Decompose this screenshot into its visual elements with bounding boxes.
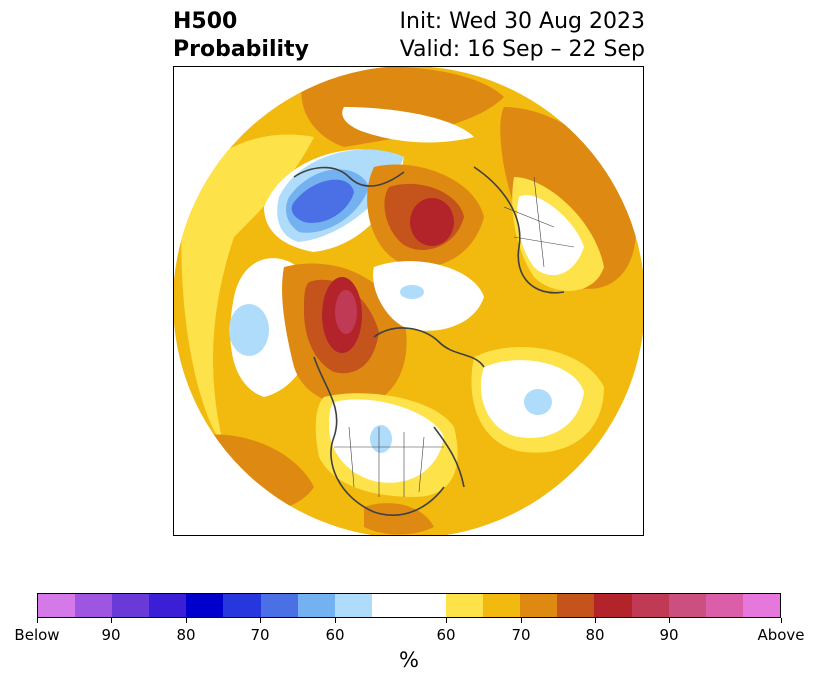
colorbar-tick — [37, 618, 38, 623]
map-title: H500 Probability — [173, 8, 309, 64]
political-borders — [334, 176, 575, 497]
neutral-region-europe — [517, 195, 584, 276]
above-region-mexico-orange — [364, 503, 434, 535]
init-date-label: Init: Wed 30 Aug 2023 — [399, 9, 645, 34]
colorbar-tick — [260, 618, 261, 623]
colorbar-tick — [521, 618, 522, 623]
coastline-europe — [473, 166, 565, 294]
colorbar-tick — [186, 618, 187, 623]
colorbar-segment — [297, 594, 335, 617]
colorbar-segment — [223, 594, 261, 617]
map-subtitle: Init: Wed 30 Aug 2023 Valid: 16 Sep – 22… — [400, 8, 645, 64]
neutral-region-arctic — [342, 107, 474, 143]
colorbar-segment — [668, 594, 706, 617]
colorbar-segment — [38, 594, 76, 617]
colorbar-tick-label: 70 — [250, 626, 270, 644]
europe-borders — [503, 176, 575, 268]
colorbar-segment — [371, 594, 447, 617]
colorbar-segment — [75, 594, 113, 617]
colorbar-tick — [669, 618, 670, 623]
colorbar-segment — [557, 594, 595, 617]
yellow-region-west — [181, 134, 314, 447]
colorbar-tick-label: 70 — [511, 626, 531, 644]
below-region-atlantic — [524, 389, 552, 415]
colorbar-tick-label: Below — [14, 626, 60, 644]
above-region-central-arctic-red — [410, 198, 454, 246]
below-region-pacific — [229, 304, 269, 356]
colorbar-segment — [112, 594, 150, 617]
below-region-north-america — [370, 425, 392, 453]
below-region-arctic-islands — [400, 285, 424, 299]
coastline-east-asia — [293, 166, 405, 187]
above-region-alaska-crimson — [335, 290, 357, 334]
us-state-borders — [334, 426, 444, 497]
colorbar-tick-label: 80 — [585, 626, 605, 644]
probability-colorbar — [37, 593, 781, 618]
colorbar-tick — [781, 618, 782, 623]
colorbar-segment — [705, 594, 743, 617]
colorbar-tick-label: 60 — [325, 626, 345, 644]
colorbar-tick — [111, 618, 112, 623]
colorbar-segment — [520, 594, 558, 617]
map-panel — [173, 66, 644, 536]
colorbar-tick — [595, 618, 596, 623]
colorbar-segment — [742, 594, 780, 617]
probability-map — [174, 67, 643, 535]
title-line-2: Probability — [173, 37, 309, 62]
colorbar-tick-label: 60 — [436, 626, 456, 644]
coastline-outlines — [293, 166, 565, 516]
colorbar-tick — [335, 618, 336, 623]
colorbar-segment — [186, 594, 224, 617]
colorbar-tick-label: 90 — [659, 626, 679, 644]
coastline-hudson-bay — [373, 327, 485, 368]
above-region-arctic-orange — [301, 67, 504, 147]
colorbar-tick-label: 90 — [101, 626, 121, 644]
title-line-1: H500 — [173, 9, 238, 34]
colorbar-segment — [260, 594, 298, 617]
coastline-east-north-america — [433, 426, 465, 488]
colorbar-segment — [483, 594, 521, 617]
colorbar-segment — [594, 594, 632, 617]
colorbar-segment — [446, 594, 484, 617]
colorbar-unit-label: % — [399, 648, 419, 672]
colorbar-segment — [631, 594, 669, 617]
valid-range-label: Valid: 16 Sep – 22 Sep — [399, 37, 645, 62]
colorbar-tick — [446, 618, 447, 623]
colorbar-segment — [149, 594, 187, 617]
coastline-west-north-america — [313, 356, 445, 516]
below-region-east-asia-strong — [291, 179, 354, 223]
colorbar-tick-label: Above — [757, 626, 805, 644]
colorbar-segment — [334, 594, 372, 617]
colorbar-tick-label: 80 — [176, 626, 196, 644]
neutral-region-canadian-arctic — [373, 261, 484, 331]
